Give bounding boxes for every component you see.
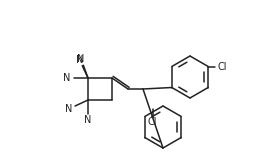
Text: N: N (84, 115, 92, 125)
Text: N: N (76, 55, 83, 65)
Text: N: N (63, 73, 71, 83)
Text: N: N (78, 54, 85, 64)
Text: Cl: Cl (217, 62, 227, 71)
Text: Cl: Cl (148, 117, 157, 127)
Text: N: N (65, 104, 73, 114)
